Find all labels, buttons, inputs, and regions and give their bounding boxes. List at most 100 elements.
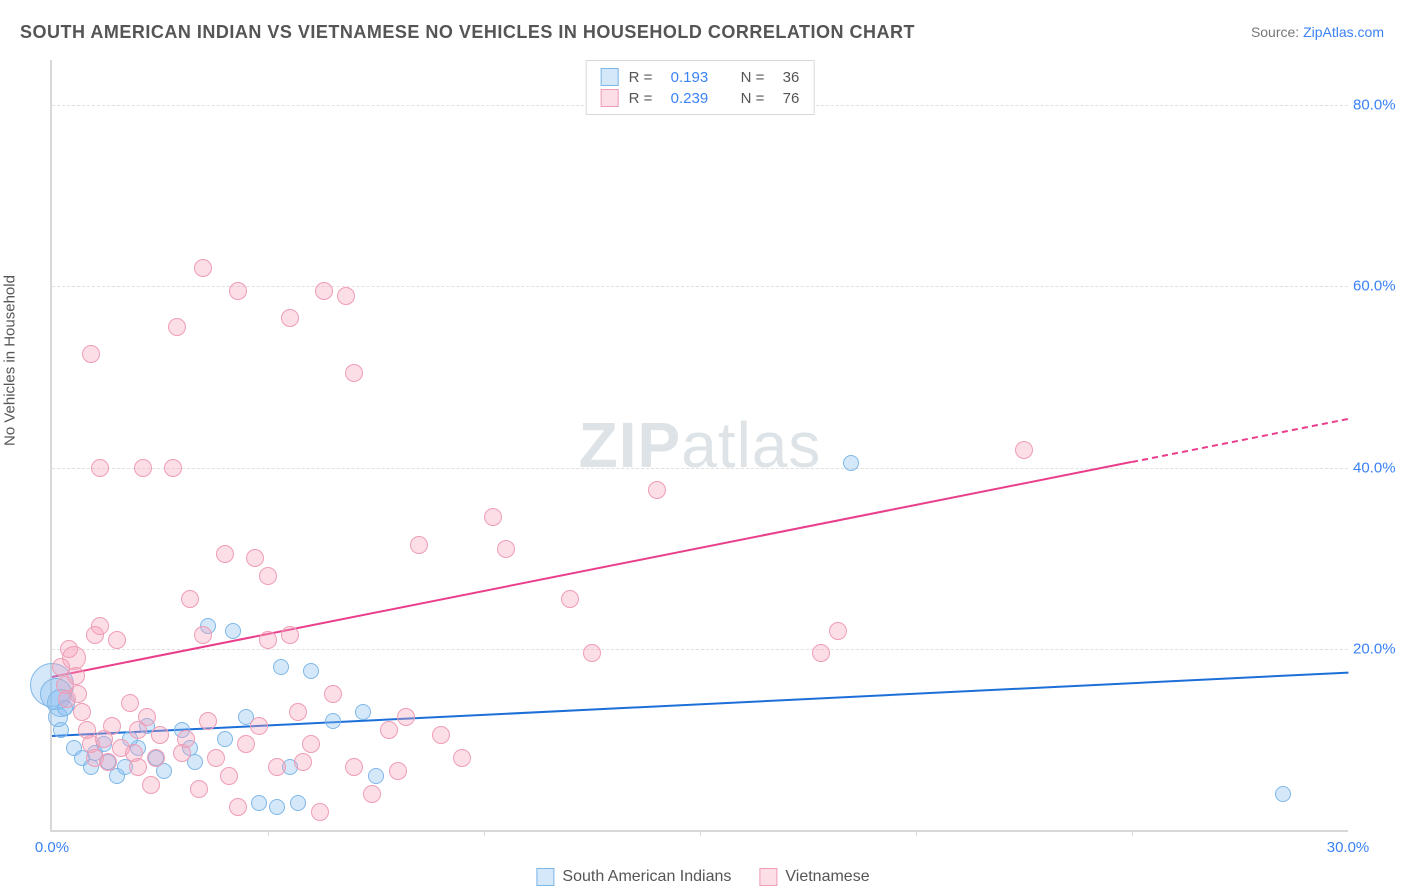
y-tick-label: 20.0% bbox=[1353, 640, 1406, 657]
data-point-viet bbox=[324, 685, 342, 703]
data-point-viet bbox=[91, 459, 109, 477]
data-point-viet bbox=[237, 735, 255, 753]
data-point-viet bbox=[812, 644, 830, 662]
legend-stat-row-viet: R =0.239N =76 bbox=[601, 89, 800, 107]
legend-item-sai: South American Indians bbox=[536, 868, 731, 886]
data-point-viet bbox=[207, 749, 225, 767]
data-point-viet bbox=[289, 703, 307, 721]
data-point-viet bbox=[99, 753, 117, 771]
data-point-viet bbox=[168, 318, 186, 336]
data-point-viet bbox=[216, 545, 234, 563]
data-point-viet bbox=[583, 644, 601, 662]
data-point-sai bbox=[290, 795, 306, 811]
data-point-viet bbox=[363, 785, 381, 803]
data-point-viet bbox=[103, 717, 121, 735]
y-tick-label: 60.0% bbox=[1353, 278, 1406, 295]
data-point-viet bbox=[181, 590, 199, 608]
data-point-sai bbox=[269, 799, 285, 815]
data-point-sai bbox=[355, 704, 371, 720]
data-point-viet bbox=[151, 726, 169, 744]
data-point-sai bbox=[53, 722, 69, 738]
data-point-viet bbox=[108, 631, 126, 649]
trend-line-sai bbox=[52, 671, 1348, 736]
legend-swatch-sai bbox=[536, 868, 554, 886]
y-tick-label: 40.0% bbox=[1353, 459, 1406, 476]
data-point-viet bbox=[190, 780, 208, 798]
legend-swatch-viet bbox=[601, 89, 619, 107]
data-point-viet bbox=[229, 282, 247, 300]
x-tick-label: 0.0% bbox=[35, 839, 69, 856]
data-point-viet bbox=[281, 309, 299, 327]
gridline bbox=[52, 468, 1348, 469]
source-attribution: Source: ZipAtlas.com bbox=[1251, 24, 1384, 40]
data-point-sai bbox=[1275, 786, 1291, 802]
data-point-viet bbox=[121, 694, 139, 712]
data-point-viet bbox=[268, 758, 286, 776]
data-point-viet bbox=[453, 749, 471, 767]
data-point-viet bbox=[345, 364, 363, 382]
y-axis-label: No Vehicles in Household bbox=[2, 275, 19, 446]
data-point-viet bbox=[337, 287, 355, 305]
data-point-viet bbox=[69, 685, 87, 703]
data-point-sai bbox=[325, 713, 341, 729]
legend-stat-row-sai: R =0.193N =36 bbox=[601, 68, 800, 86]
data-point-viet bbox=[177, 730, 195, 748]
data-point-viet bbox=[302, 735, 320, 753]
data-point-viet bbox=[497, 540, 515, 558]
data-point-viet bbox=[73, 703, 91, 721]
data-point-viet bbox=[164, 459, 182, 477]
data-point-viet bbox=[147, 749, 165, 767]
data-point-viet bbox=[294, 753, 312, 771]
data-point-viet bbox=[380, 721, 398, 739]
data-point-viet bbox=[311, 803, 329, 821]
x-tick-mark bbox=[700, 830, 701, 836]
data-point-viet bbox=[315, 282, 333, 300]
data-point-sai bbox=[368, 768, 384, 784]
watermark-logo: ZIPatlas bbox=[579, 408, 822, 482]
data-point-viet bbox=[229, 798, 247, 816]
data-point-viet bbox=[259, 567, 277, 585]
data-point-sai bbox=[217, 731, 233, 747]
x-tick-mark bbox=[484, 830, 485, 836]
data-point-viet bbox=[561, 590, 579, 608]
data-point-sai bbox=[251, 795, 267, 811]
gridline bbox=[52, 286, 1348, 287]
gridline bbox=[52, 649, 1348, 650]
data-point-viet bbox=[389, 762, 407, 780]
scatter-plot: ZIPatlas R =0.193N =36R =0.239N =76 20.0… bbox=[50, 60, 1348, 832]
data-point-sai bbox=[843, 455, 859, 471]
legend-swatch-sai bbox=[601, 68, 619, 86]
data-point-viet bbox=[194, 626, 212, 644]
data-point-sai bbox=[273, 659, 289, 675]
data-point-sai bbox=[303, 663, 319, 679]
data-point-viet bbox=[397, 708, 415, 726]
x-tick-mark bbox=[1132, 830, 1133, 836]
data-point-viet bbox=[129, 758, 147, 776]
legend-item-viet: Vietnamese bbox=[759, 868, 869, 886]
data-point-viet bbox=[142, 776, 160, 794]
data-point-viet bbox=[194, 259, 212, 277]
source-link[interactable]: ZipAtlas.com bbox=[1303, 24, 1384, 40]
data-point-viet bbox=[410, 536, 428, 554]
x-tick-mark bbox=[916, 830, 917, 836]
data-point-viet bbox=[648, 481, 666, 499]
data-point-viet bbox=[134, 459, 152, 477]
data-point-viet bbox=[829, 622, 847, 640]
data-point-viet bbox=[199, 712, 217, 730]
data-point-viet bbox=[138, 708, 156, 726]
chart-title: SOUTH AMERICAN INDIAN VS VIETNAMESE NO V… bbox=[20, 22, 915, 43]
x-tick-label: 30.0% bbox=[1327, 839, 1370, 856]
trend-line-viet bbox=[1132, 418, 1348, 463]
data-point-viet bbox=[91, 617, 109, 635]
data-point-viet bbox=[250, 717, 268, 735]
data-point-viet bbox=[82, 345, 100, 363]
data-point-sai bbox=[225, 623, 241, 639]
data-point-viet bbox=[220, 767, 238, 785]
data-point-viet bbox=[345, 758, 363, 776]
legend-swatch-viet bbox=[759, 868, 777, 886]
data-point-viet bbox=[484, 508, 502, 526]
data-point-viet bbox=[281, 626, 299, 644]
x-tick-mark bbox=[268, 830, 269, 836]
data-point-viet bbox=[259, 631, 277, 649]
data-point-viet bbox=[246, 549, 264, 567]
